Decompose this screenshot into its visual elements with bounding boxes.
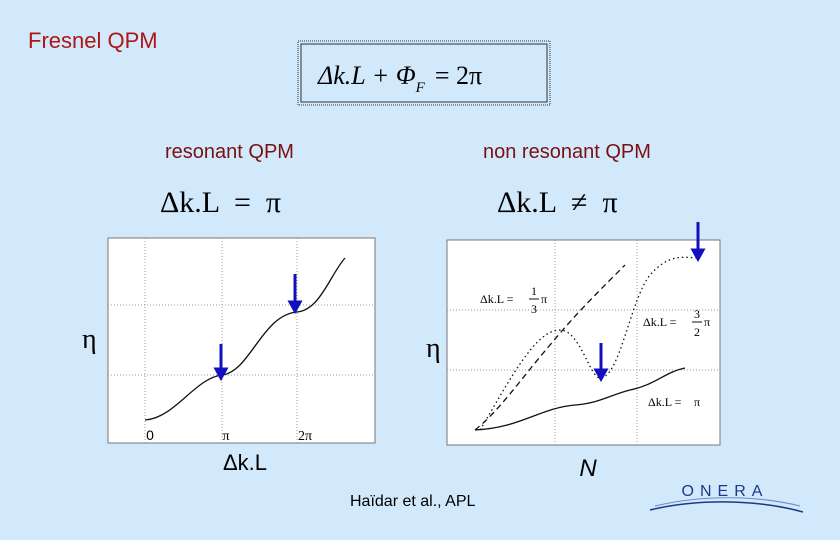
left-condition: Δk.L = π bbox=[160, 186, 281, 219]
tick-label: 2π bbox=[298, 429, 312, 444]
label-num: 3 bbox=[694, 307, 700, 321]
arrow-head bbox=[593, 368, 609, 383]
arrow-head bbox=[690, 248, 706, 263]
left-plot bbox=[107, 237, 376, 444]
label-num: 1 bbox=[531, 284, 537, 298]
right-condition: Δk.L ≠ π bbox=[497, 186, 618, 219]
label-lhs: Δk.L = bbox=[643, 315, 677, 329]
arrow-head bbox=[213, 367, 229, 382]
logo: ONERA bbox=[649, 483, 804, 513]
title: Fresnel QPM bbox=[28, 28, 158, 53]
right-heading: non resonant QPM bbox=[483, 141, 651, 163]
label-rhs: π bbox=[694, 395, 700, 409]
logo-swoosh bbox=[649, 501, 804, 513]
right-grid bbox=[447, 240, 720, 445]
logo-text: ONERA bbox=[682, 483, 769, 500]
logo-swoosh bbox=[654, 497, 801, 507]
formula-box-inner bbox=[300, 43, 548, 103]
tick-label: 0 bbox=[146, 427, 154, 443]
x-label: Δk.L bbox=[223, 450, 267, 475]
left-heading: resonant QPM bbox=[165, 141, 294, 163]
formula: Δk.L + ΦF = 2π bbox=[317, 61, 482, 96]
label-den: 3 bbox=[531, 302, 537, 316]
arrow-head bbox=[287, 300, 303, 315]
formula-main: Δk.L + Φ bbox=[317, 61, 416, 90]
label-lhs: Δk.L = bbox=[480, 292, 514, 306]
y-label: η bbox=[82, 324, 97, 355]
curve-label: Δk.L = 3 2 π bbox=[643, 307, 710, 339]
formula-rhs: = 2π bbox=[435, 61, 482, 90]
curve-label: Δk.L = 1 3 π bbox=[480, 284, 547, 316]
tick-label: π bbox=[222, 429, 229, 444]
formula-box bbox=[297, 40, 551, 106]
label-lhs: Δk.L = bbox=[648, 395, 682, 409]
x-label: N bbox=[579, 455, 597, 482]
arrows-right bbox=[593, 222, 706, 383]
citation: Haïdar et al., APL bbox=[350, 493, 476, 510]
label-den: 2 bbox=[694, 325, 700, 339]
curve bbox=[144, 257, 346, 421]
label-rhs: π bbox=[704, 315, 710, 329]
label-rhs: π bbox=[541, 292, 547, 306]
curve-label: Δk.L = π bbox=[648, 395, 700, 409]
formula-sub: F bbox=[415, 80, 426, 96]
curve bbox=[474, 264, 626, 431]
left-grid bbox=[108, 238, 375, 443]
y-label: η bbox=[426, 333, 441, 364]
curve bbox=[474, 367, 686, 431]
arrows-left bbox=[213, 274, 303, 382]
right-plot bbox=[446, 239, 721, 446]
